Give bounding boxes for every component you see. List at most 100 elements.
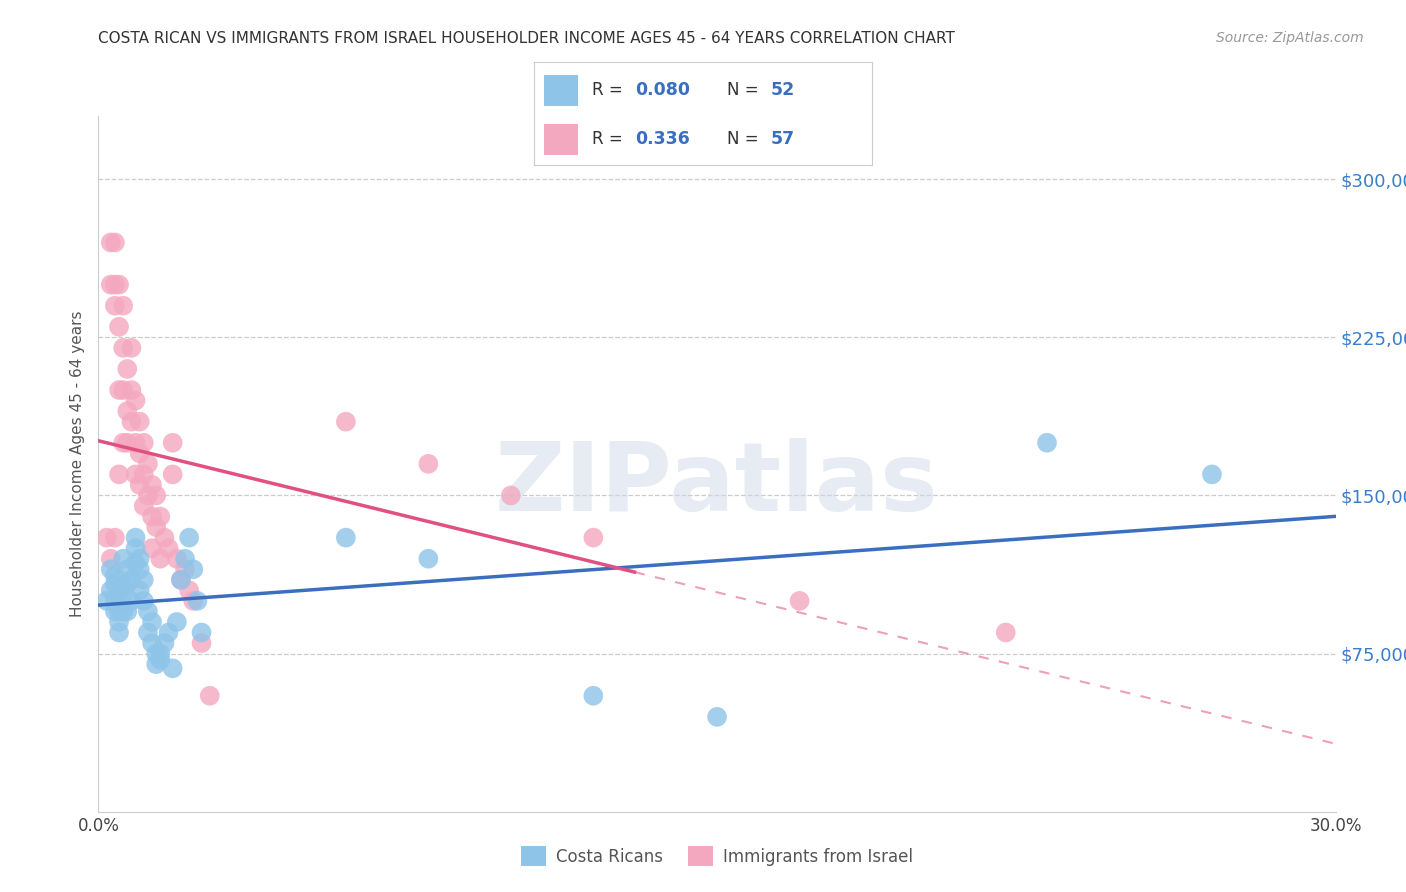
Bar (544, 75, 578, 105)
Point (104, 277, 127, 292)
Point (141, 615, 163, 629)
Y-axis label: Householder Income Ages 45 - 64 years: Householder Income Ages 45 - 64 years (69, 310, 84, 617)
Point (128, 583, 150, 598)
Text: Source: ZipAtlas.com: Source: ZipAtlas.com (1216, 31, 1364, 45)
Point (132, 467, 155, 482)
Point (104, 235, 127, 250)
Point (170, 573, 193, 587)
Point (112, 299, 135, 313)
Text: N =: N = (727, 81, 763, 99)
Point (335, 415, 357, 429)
Point (117, 577, 139, 591)
Point (108, 583, 131, 598)
Point (186, 594, 208, 608)
Point (108, 383, 131, 397)
Point (124, 541, 146, 556)
Point (149, 551, 172, 566)
Point (117, 562, 139, 576)
Point (112, 383, 135, 397)
Point (145, 657, 167, 672)
Point (179, 531, 201, 545)
Point (174, 551, 197, 566)
Point (136, 457, 159, 471)
Point (100, 583, 122, 598)
Point (335, 531, 357, 545)
Point (149, 509, 172, 524)
Point (145, 520, 167, 534)
Text: R =: R = (592, 81, 627, 99)
Text: COSTA RICAN VS IMMIGRANTS FROM ISRAEL HOUSEHOLDER INCOME AGES 45 - 64 YEARS CORR: COSTA RICAN VS IMMIGRANTS FROM ISRAEL HO… (98, 31, 955, 46)
Point (136, 625, 159, 640)
Point (418, 551, 440, 566)
Point (112, 604, 135, 618)
Point (100, 235, 122, 250)
Point (132, 573, 155, 587)
Point (128, 562, 150, 576)
Point (128, 446, 150, 460)
Point (166, 551, 188, 566)
Point (582, 689, 605, 703)
Point (190, 625, 212, 640)
Point (124, 556, 146, 570)
Point (112, 341, 135, 355)
Point (120, 594, 142, 608)
Point (162, 467, 184, 482)
Point (499, 488, 522, 502)
Point (120, 341, 142, 355)
Point (418, 457, 440, 471)
Point (120, 573, 142, 587)
Point (128, 551, 150, 566)
Point (141, 541, 163, 556)
Point (104, 568, 127, 582)
Point (157, 541, 180, 556)
Point (132, 594, 155, 608)
Point (117, 404, 139, 418)
Point (153, 636, 176, 650)
Point (100, 562, 122, 576)
Point (706, 710, 728, 724)
Point (128, 478, 150, 492)
Point (145, 488, 167, 502)
Point (120, 415, 142, 429)
Point (104, 531, 127, 545)
Point (124, 531, 146, 545)
Point (124, 435, 146, 450)
Point (153, 531, 176, 545)
Point (198, 689, 221, 703)
Point (128, 415, 150, 429)
Point (136, 488, 159, 502)
Point (181, 594, 204, 608)
Point (132, 435, 155, 450)
Point (120, 383, 142, 397)
Point (108, 615, 131, 629)
Point (582, 531, 605, 545)
Text: 52: 52 (770, 81, 794, 99)
Point (136, 604, 159, 618)
Point (108, 467, 131, 482)
Point (145, 647, 167, 661)
Point (166, 615, 188, 629)
Point (112, 594, 135, 608)
Bar (544, 124, 578, 155)
Point (141, 636, 163, 650)
Point (112, 579, 135, 593)
Point (96, 531, 118, 545)
Point (1201, 467, 1223, 482)
Point (994, 625, 1017, 640)
Point (117, 435, 139, 450)
Point (141, 509, 163, 524)
Point (104, 577, 127, 591)
Point (190, 636, 212, 650)
Point (112, 551, 135, 566)
Text: ZIPatlas: ZIPatlas (495, 438, 939, 532)
Point (104, 299, 127, 313)
Point (124, 393, 146, 408)
Point (108, 625, 131, 640)
Point (149, 653, 172, 667)
Point (108, 277, 131, 292)
Text: 0.336: 0.336 (636, 130, 690, 148)
Point (117, 604, 139, 618)
Text: N =: N = (727, 130, 763, 148)
Point (96, 594, 118, 608)
Point (1036, 435, 1059, 450)
